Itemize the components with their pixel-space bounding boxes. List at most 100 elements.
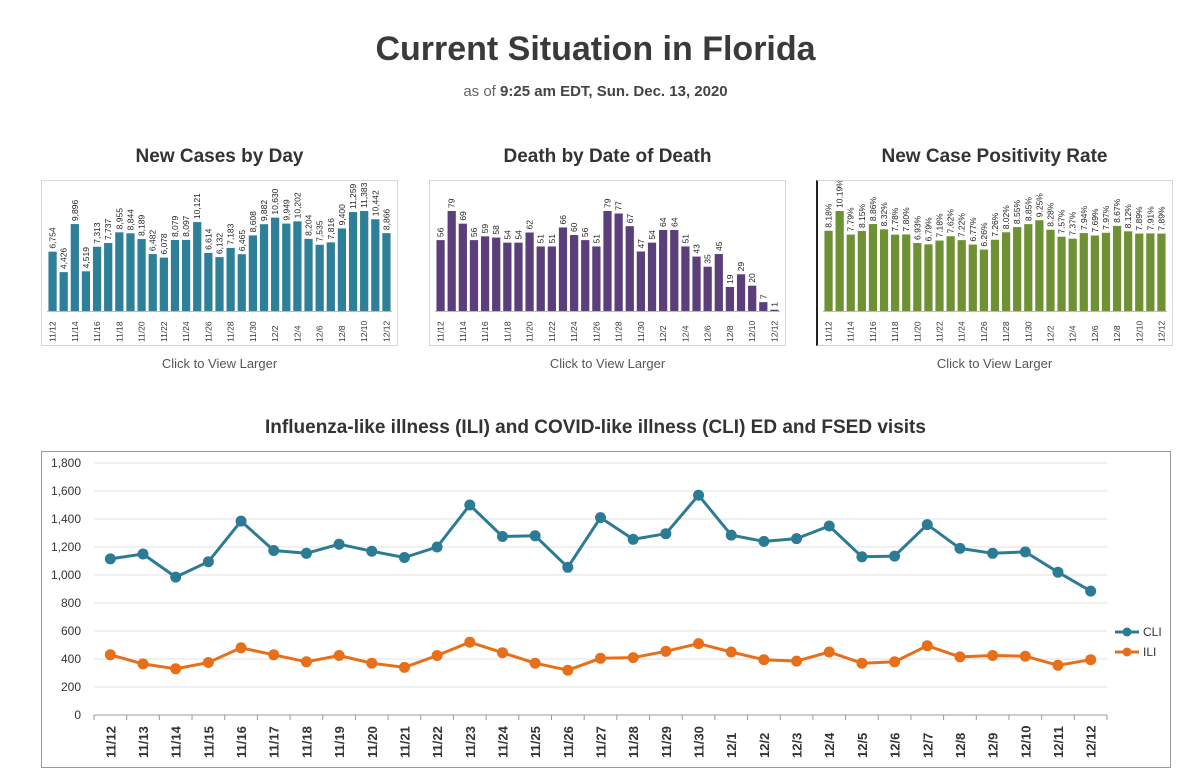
x-tick-label: 12/8 (953, 733, 968, 758)
x-tick-label: 11/26 (203, 321, 213, 342)
bar-value-label: 6.93% (912, 215, 922, 240)
bar-value-label: 8,097 (181, 215, 191, 237)
bar (480, 236, 490, 311)
x-tick-label: 11/15 (201, 726, 216, 758)
x-tick-label: 11/18 (502, 321, 512, 342)
data-point-cli (431, 541, 443, 553)
bar (681, 246, 690, 311)
data-point-cli (333, 538, 345, 550)
data-point-ili (1019, 650, 1031, 662)
deaths-chart-thumbnail[interactable]: 56 79 69 56 59 58 54 54 62 51 51 66 60 56 51 79 77 67 47 54… (429, 180, 786, 346)
bar-value-label: 7,535 (315, 220, 325, 242)
bar (558, 227, 568, 311)
bar (382, 233, 391, 311)
data-point-cli (595, 512, 606, 524)
data-point-ili (529, 657, 541, 669)
data-point-cli (856, 551, 868, 563)
legend-marker-cli (1122, 627, 1132, 637)
x-tick-label: 11/29 (659, 726, 674, 758)
bar-value-label: 64 (669, 217, 679, 227)
bar-value-label: 8,204 (304, 214, 314, 236)
bar (148, 254, 157, 311)
x-tick-label: 12/8 (1112, 325, 1122, 342)
x-tick-label: 11/17 (267, 726, 282, 758)
bar-value-label: 8,866 (381, 209, 391, 231)
new-cases-view-larger-link[interactable]: Click to View Larger (161, 356, 278, 371)
bar (193, 222, 202, 311)
bar-value-label: 7.80% (901, 207, 911, 232)
bar (725, 286, 735, 311)
bar-value-label: 7.97% (1101, 205, 1111, 230)
data-point-cli (758, 535, 770, 547)
bar (1079, 233, 1088, 311)
bar-value-label: 8.18% (824, 203, 834, 228)
new-cases-chart-thumbnail[interactable]: 6,754 4,426 9,896 4,519 7,313 7,737 8,955 8,844… (41, 180, 398, 346)
bar (846, 234, 855, 311)
deaths-view-larger-link[interactable]: Click to View Larger (549, 356, 666, 371)
bar (659, 229, 668, 311)
bar-value-label: 6.26% (979, 222, 989, 247)
data-point-ili (889, 656, 901, 668)
bar (360, 211, 369, 311)
bar (868, 224, 878, 311)
x-tick-label: 12/12 (1156, 320, 1166, 342)
data-point-cli (1052, 566, 1064, 578)
bar (59, 272, 68, 311)
bar-value-label: 8,189 (137, 215, 147, 237)
bar (237, 254, 246, 311)
data-point-cli (366, 545, 378, 557)
bar (92, 246, 102, 311)
y-tick-label: 1,600 (51, 484, 81, 498)
x-tick-label: 11/28 (614, 321, 624, 342)
x-tick-label: 11/19 (332, 726, 347, 758)
bar (625, 226, 634, 311)
data-point-ili (431, 650, 443, 661)
x-tick-label: 11/23 (463, 726, 478, 758)
bar (581, 240, 590, 311)
data-point-ili (627, 652, 639, 664)
bar-value-label: 62 (525, 220, 535, 230)
y-tick-label: 0 (74, 708, 81, 722)
x-tick-label: 11/24 (495, 725, 510, 758)
positivity-view-larger-link[interactable]: Click to View Larger (936, 356, 1053, 371)
bar-value-label: 7,183 (226, 223, 236, 245)
bar-value-label: 19 (725, 274, 735, 284)
bar (824, 230, 833, 311)
bar-value-label: 7.37% (1068, 211, 1078, 236)
bar-value-label: 51 (680, 234, 690, 244)
bar (592, 246, 601, 311)
x-tick-label: 11/16 (234, 726, 249, 758)
x-tick-label: 12/9 (986, 733, 1001, 758)
data-point-cli (823, 520, 835, 532)
bar (979, 249, 989, 311)
x-tick-label: 11/24 (569, 321, 579, 342)
x-tick-label: 11/22 (935, 321, 945, 342)
data-point-ili (856, 657, 868, 669)
x-tick-label: 11/22 (430, 726, 445, 758)
positivity-chart-thumbnail[interactable]: 8.18% 10.19% 7.79% 8.15% 8.86% 8.32% 7.78% 7.80… (816, 180, 1173, 346)
data-point-cli (529, 530, 541, 542)
bar (1157, 233, 1166, 311)
data-point-cli (889, 550, 901, 562)
legend-label-ili: ILI (1143, 645, 1156, 659)
bar (304, 238, 313, 311)
bar (436, 240, 445, 311)
x-tick-label: 11/30 (1023, 321, 1033, 342)
bar-value-label: 7.69% (1090, 208, 1100, 233)
bar (1068, 238, 1077, 311)
x-tick-label: 12/5 (855, 733, 870, 758)
bar-value-label: 77 (614, 201, 624, 211)
y-tick-label: 200 (61, 680, 81, 694)
bar-value-label: 20 (747, 273, 757, 283)
bar (614, 213, 623, 311)
bar (935, 240, 944, 311)
x-tick-label: 12/10 (359, 320, 369, 342)
x-tick-label: 11/16 (480, 321, 490, 342)
x-tick-label: 12/11 (1051, 726, 1066, 758)
bar-value-label: 58 (491, 225, 501, 235)
bar-value-label: 6,614 (203, 228, 213, 250)
bar (48, 251, 57, 311)
data-point-cli (660, 528, 672, 540)
